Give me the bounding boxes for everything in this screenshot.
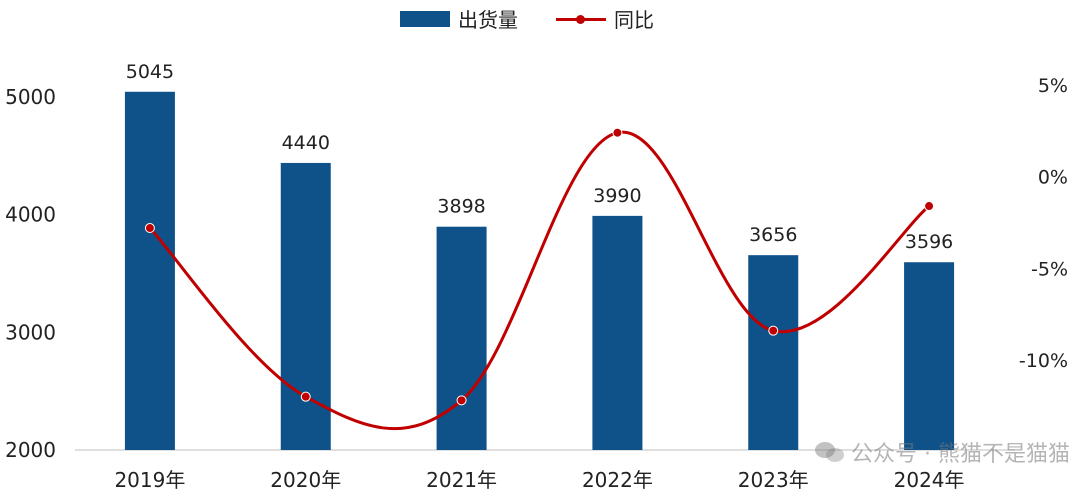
x-tick-label: 2019年: [114, 468, 185, 492]
bar: [904, 262, 955, 450]
bar-value-label: 3656: [749, 224, 797, 246]
bar: [592, 215, 643, 450]
x-tick-label: 2024年: [894, 468, 965, 492]
watermark-label: 公众号 · 熊猫不是猫猫: [851, 442, 1070, 467]
yoy-line: [148, 130, 931, 431]
legend-line-label: 同比: [614, 8, 654, 32]
x-tick-label: 2023年: [738, 468, 809, 492]
left-tick-label: 5000: [5, 85, 56, 109]
bar-value-label: 3990: [593, 185, 641, 207]
wechat-icon: [815, 440, 845, 464]
axes-group: 2000 3000 4000 5000 -10% -5% 0% 5%: [5, 75, 1068, 462]
x-tick-label: 2021年: [426, 468, 497, 492]
legend-bar-label: 出货量: [458, 8, 518, 32]
bar-value-label: 3898: [437, 196, 485, 218]
bar: [748, 255, 799, 450]
legend-line-swatch: [556, 11, 606, 27]
yoy-point: [144, 223, 155, 234]
yoy-point: [612, 127, 623, 138]
bar: [436, 226, 487, 450]
watermark: 公众号 · 熊猫不是猫猫: [815, 436, 1070, 468]
right-tick-label: 5%: [1038, 75, 1068, 97]
bar-value-label: 3596: [905, 231, 953, 253]
yoy-point: [768, 325, 779, 336]
legend-item-line: 同比: [556, 4, 654, 33]
yoy-point: [924, 201, 935, 212]
line-group: [144, 127, 935, 431]
bar-value-label: 5045: [126, 61, 174, 83]
bar: [280, 162, 331, 451]
right-tick-label: 0%: [1038, 167, 1068, 189]
right-tick-label: -10%: [1019, 350, 1068, 372]
labels-group: 5045 2019年 4440 2020年 3898 2021年 3990 2022年 3656…: [114, 61, 964, 492]
left-tick-label: 4000: [5, 203, 56, 227]
yoy-point: [300, 391, 311, 402]
bar-value-label: 4440: [282, 132, 330, 154]
left-tick-label: 2000: [5, 438, 56, 462]
legend-bar-swatch: [400, 10, 450, 27]
right-tick-label: -5%: [1031, 258, 1068, 280]
legend: 出货量 同比: [400, 4, 654, 33]
x-tick-label: 2020年: [270, 468, 341, 492]
bar: [124, 91, 175, 450]
legend-item-bar: 出货量: [400, 4, 518, 33]
x-tick-label: 2022年: [582, 468, 653, 492]
yoy-point: [456, 395, 467, 406]
left-tick-label: 3000: [5, 320, 56, 344]
bars-group: [124, 91, 955, 451]
